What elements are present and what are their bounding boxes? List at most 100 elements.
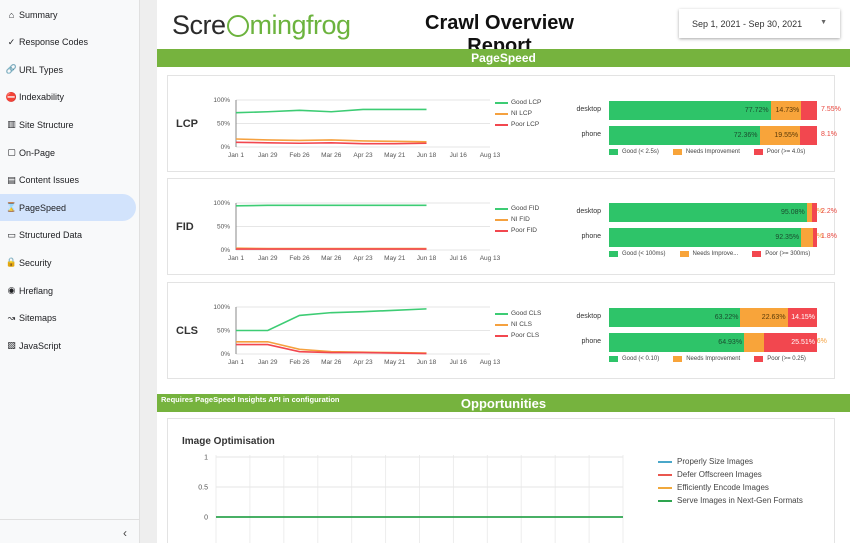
x-tick-label: Mar 26 — [321, 359, 342, 366]
screaming-frog-logo: Scre mingfrog — [172, 9, 351, 41]
bar-segment-poor — [812, 203, 817, 222]
legend-entry: Good CLS — [495, 308, 541, 319]
date-range-picker[interactable]: Sep 1, 2021 - Sep 30, 2021 ▼ — [679, 9, 840, 38]
opportunities-band-title: Opportunities — [460, 396, 547, 411]
sitemap-icon: ▥ — [7, 119, 16, 130]
x-tick-label: Aug 13 — [480, 255, 500, 262]
y-tick-label: 0 — [204, 515, 208, 522]
device-label: phone — [581, 233, 601, 240]
series-line-good-cls — [236, 308, 427, 332]
bar-segment-good: 95.08% — [609, 203, 807, 222]
legend-swatch — [495, 101, 508, 104]
sidebar-item-label: URL Types — [19, 64, 64, 75]
lcp-stacked-bar-chart: desktop 7.55% 77.72% 14.73% phone 8.1% 72.36% 1… — [556, 76, 841, 171]
x-tick-label: Jul 16 — [450, 255, 468, 262]
bar-segment-poor — [801, 101, 817, 120]
page-icon: ▢ — [7, 147, 16, 157]
device-label: phone — [581, 131, 601, 138]
stacked-bar-phone: 64.93% 25.51% — [609, 333, 817, 352]
legend-entry: Needs Improvement — [673, 356, 740, 362]
link-icon: 🔗 — [5, 64, 18, 75]
device-label: desktop — [576, 106, 601, 113]
script-icon: ▧ — [7, 340, 16, 351]
sidebar-item-site-structure[interactable]: ▥ Site Structure — [0, 111, 136, 138]
pagespeed-band-title: PageSpeed — [471, 51, 536, 65]
sidebar-item-label: JavaScript — [19, 340, 62, 351]
legend-entry: NI FID — [495, 214, 539, 225]
lock-icon: 🔒 — [5, 257, 18, 268]
legend-label: Good (< 0.10) — [622, 356, 660, 362]
legend-swatch — [495, 323, 508, 326]
sidebar-item-label: Structured Data — [19, 230, 83, 241]
legend-label: NI LCP — [511, 110, 532, 117]
legend-swatch — [658, 486, 672, 489]
data-label-outside: 2.2% — [821, 208, 837, 215]
y-tick-label: 1 — [204, 455, 208, 462]
stacked-bar-legend: Good (< 2.5s) Needs Improvement Poor (>= 4… — [609, 149, 819, 155]
check-icon: ✓ — [7, 36, 16, 47]
legend-label: Needs Improvement — [685, 149, 740, 155]
sidebar-item-label: Sitemaps — [19, 313, 57, 324]
sidebar-item-hreflang[interactable]: ◉ Hreflang — [0, 277, 136, 304]
legend-entry: NI LCP — [495, 108, 541, 119]
x-tick-label: Mar 26 — [321, 255, 342, 262]
y-tick-label: 0.5 — [198, 485, 208, 492]
sidebar-item-label: Summary — [19, 9, 58, 20]
x-tick-label: Feb 26 — [289, 255, 310, 262]
x-tick-label: May 21 — [384, 152, 406, 159]
sidebar-item-structured-data[interactable]: ▭ Structured Data — [0, 222, 136, 249]
legend-swatch — [754, 356, 764, 362]
series-line-good-lcp — [235, 108, 427, 114]
sidebar-item-url-types[interactable]: 🔗 URL Types — [0, 56, 136, 83]
cls-stacked-bar-chart: desktop63.22%22.63%14.15%phone9.56%64.93… — [556, 283, 836, 378]
y-tick-label: 0% — [221, 144, 231, 151]
sidebar-item-label: On-Page — [19, 147, 56, 158]
sidebar-item-response-codes[interactable]: ✓ Response Codes — [0, 29, 136, 56]
legend-entry: Poor (>= 4.0s) — [753, 149, 805, 155]
legend-swatch — [609, 356, 618, 362]
x-tick-label: Feb 26 — [289, 152, 310, 159]
stacked-bar-legend: Good (< 100ms) Needs Improve... Poor (>= 3… — [609, 251, 824, 257]
legend-entry: Poor LCP — [495, 119, 541, 130]
series-line-ni-lcp — [235, 138, 427, 143]
legend-swatch — [495, 312, 508, 315]
legend-swatch — [495, 229, 508, 232]
cls-legend: Good CLS NI CLS Poor CLS — [495, 308, 541, 341]
sidebar-item-content-issues[interactable]: ▤ Content Issues — [0, 167, 136, 194]
legend-swatch — [673, 356, 683, 362]
bar-segment-needs-improvement: 14.73% — [770, 101, 802, 120]
legend-label: Poor LCP — [511, 121, 540, 128]
bar-segment-poor: 14.15% — [787, 308, 817, 327]
legend-label: Properly Size Images — [677, 457, 754, 466]
x-tick-label: Apr 23 — [353, 359, 373, 366]
collapse-sidebar-button[interactable]: ‹ — [123, 526, 127, 540]
metric-label-fid: FID — [176, 221, 194, 233]
frog-logo-icon — [226, 15, 249, 37]
fid-line-chart: 100% 50% 0%Jan 1 Jan 29 Feb 26 Mar 26 Apr 23 Ma… — [213, 200, 500, 262]
sidebar-item-javascript[interactable]: ▧ JavaScript — [0, 332, 136, 359]
legend-entry: Good LCP — [495, 97, 541, 108]
sidebar-item-summary[interactable]: ⌂ Summary — [0, 1, 136, 28]
legend-swatch — [658, 460, 672, 463]
x-tick-label: Jul 16 — [450, 152, 468, 159]
legend-label: Poor (>= 300ms) — [765, 251, 811, 257]
fid-stacked-bar-chart: desktop2.7%2.2%95.08%phone5.8%1.8%92.35%… — [556, 179, 837, 274]
sidebar-item-sitemaps[interactable]: ↝ Sitemaps — [0, 305, 136, 332]
sidebar-item-pagespeed[interactable]: ⌛ PageSpeed — [0, 194, 136, 222]
legend-swatch — [672, 149, 682, 155]
y-tick-label: 50% — [217, 328, 230, 335]
legend-entry: Good FID — [495, 203, 539, 214]
sidebar-item-label: Content Issues — [19, 175, 80, 186]
legend-label: Efficiently Encode Images — [677, 483, 769, 492]
y-tick-label: 100% — [213, 200, 230, 207]
sidebar-item-on-page[interactable]: ▢ On-Page — [0, 139, 136, 166]
map-icon: ↝ — [7, 312, 16, 323]
sidebar-item-indexability[interactable]: ⛔ Indexability — [0, 84, 136, 111]
y-tick-label: 50% — [217, 121, 230, 128]
cls-card: CLS 100% 50% 0% Jan 1 Jan 29 Feb 26 Mar 26 Apr … — [167, 282, 835, 379]
series-line-poor-cls — [236, 343, 427, 355]
sidebar-item-security[interactable]: 🔒 Security — [0, 249, 136, 276]
bar-segment-poor — [813, 228, 817, 247]
fid-card: FID 100% 50% 0% Jan 1 Jan 29 Feb 26 Mar 26 Apr … — [167, 178, 837, 275]
